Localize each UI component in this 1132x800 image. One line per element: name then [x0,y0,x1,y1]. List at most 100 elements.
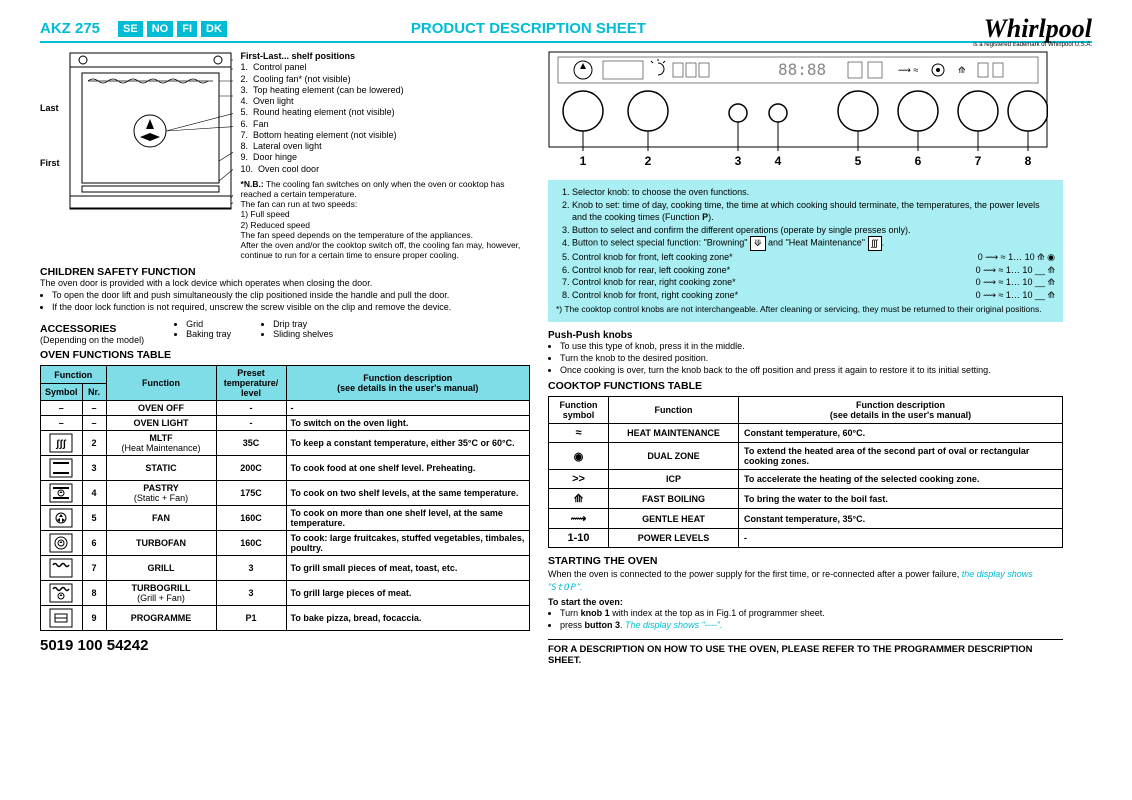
knob-guide-box: Selector knob: to choose the oven functi… [548,180,1063,322]
cyan-foot: *) The cooktop control knobs are not int… [556,304,1055,316]
cyan-6: Control knob for rear, left cooking zone… [572,264,1055,277]
part-item: 7. Bottom heating element (not visible) [241,130,530,141]
acc-title: ACCESSORIES [40,323,144,335]
oven-row: 3STATIC200CTo cook food at one shelf lev… [41,456,530,481]
th-fn: Function [41,366,107,384]
oven-row: ʃʃʃ2MLTF(Heat Maintenance)35CTo keep a c… [41,431,530,456]
model-number: AKZ 275 [40,20,100,37]
th-desc: Function description(see details in the … [286,366,529,401]
svg-text:ʃʃʃ: ʃʃʃ [55,439,67,450]
parts-list: First-Last... shelf positions 1. Control… [241,51,530,260]
svg-text:6: 6 [915,154,922,168]
safety-b1: To open the door lift and push simultane… [52,290,530,302]
start-b2: press button 3. The display shows "----"… [560,620,1063,632]
brand-sub: is a registered trademark of Whirlpool U… [973,42,1092,48]
cyan-7: Control knob for rear, right cooking zon… [572,276,1055,289]
svg-text:7: 7 [975,154,982,168]
cyan-8: Control knob for front, right cooking zo… [572,289,1055,302]
cooktop-row: 1-10POWER LEVELS- [549,529,1063,548]
header: AKZ 275 SE NO FI DK PRODUCT DESCRIPTION … [40,20,1092,43]
nb-s1: 1) Full speed [241,209,290,219]
lang-fi: FI [177,21,197,37]
push-title: Push-Push knobs [548,330,1063,341]
cooktop-row: ≈HEAT MAINTENANCEConstant temperature, 6… [549,424,1063,443]
svg-text:8: 8 [1025,154,1032,168]
acc-sub: (Depending on the model) [40,335,144,345]
svg-text:⟿ ≈: ⟿ ≈ [898,65,918,75]
part-item: 10. Oven cool door [241,164,530,175]
svg-text:4: 4 [775,154,782,168]
cyan-1: Selector knob: to choose the oven functi… [572,186,1055,199]
label-first: First [40,158,60,168]
brand-logo: Whirlpool [984,14,1092,44]
doc-number: 5019 100 54242 [40,637,530,654]
lang-se: SE [118,21,143,37]
svg-text:5: 5 [855,154,862,168]
part-item: 2. Cooling fan* (not visible) [241,74,530,85]
push-b2: Turn the knob to the desired position. [560,353,1063,365]
svg-text:1: 1 [580,154,587,168]
ct-desc: Function description(see details in the … [739,397,1063,424]
svg-text:3: 3 [735,154,742,168]
part-item: 4. Oven light [241,96,530,107]
acc-c2-1: Sliding shelves [273,329,333,339]
cooktop-row: >>ICPTo accelerate the heating of the se… [549,470,1063,489]
th-fn2: Function [106,366,216,401]
oven-side-labels: Last First [40,51,60,260]
part-item: 9. Door hinge [241,152,530,163]
safety-title: CHILDREN SAFETY FUNCTION [40,266,530,278]
cyan-2: Knob to set: time of day, cooking time, … [572,199,1055,224]
oven-row: 7GRILL3To grill small pieces of meat, to… [41,556,530,581]
safety-b2: If the door lock function is not require… [52,302,530,314]
oven-row: 8TURBOGRILL(Grill + Fan)3To grill large … [41,581,530,606]
page-title: PRODUCT DESCRIPTION SHEET [411,20,646,37]
oven-functions-table: Function Function Preset temperature/ le… [40,365,530,631]
start-b1: Turn knob 1 with index at the top as in … [560,608,1063,620]
start-p1d: ". [577,582,583,592]
oven-row: 6TURBOFAN160CTo cook: large fruitcakes, … [41,531,530,556]
label-last: Last [40,103,60,113]
cyan-4: Button to select special function: "Brow… [572,236,1055,251]
nb-t2: The fan can run at two speeds: [241,199,358,209]
nb-label: *N.B.: [241,179,264,189]
acc-c2-0: Drip tray [273,319,333,329]
nb-t1: The cooling fan switches on only when th… [241,179,505,199]
push-b3: Once cooking is over, turn the knob back… [560,365,1063,377]
start-p1a: When the oven is connected to the power … [548,569,962,579]
part-item: 5. Round heating element (not visible) [241,107,530,118]
part-item: 1. Control panel [241,62,530,73]
lang-dk: DK [201,21,227,37]
ct-fn: Function [609,397,739,424]
safety-p: The oven door is provided with a lock de… [40,278,530,290]
part-item: 6. Fan [241,119,530,130]
start-title: STARTING THE OVEN [548,554,1063,568]
cooktop-title: COOKTOP FUNCTIONS TABLE [548,380,1063,392]
cooktop-row: ◉DUAL ZONETo extend the heated area of t… [549,443,1063,470]
acc-c1-0: Grid [186,319,231,329]
cyan-3: Button to select and confirm the differe… [572,224,1055,237]
ovenfn-title: OVEN FUNCTIONS TABLE [40,349,530,361]
part-item: 8. Lateral oven light [241,141,530,152]
nb-s2: 2) Reduced speed [241,220,310,230]
oven-diagram: 1 2 3 4 5 6 7 8 9 10 [68,51,233,211]
lang-no: NO [147,21,174,37]
cyan-5: Control knob for front, left cooking zon… [572,251,1055,264]
oven-row: ––OVEN OFF-- [41,401,530,416]
oven-row: 5FAN160CTo cook on more than one shelf l… [41,506,530,531]
oven-row: 9PROGRAMMEP1To bake pizza, bread, focacc… [41,606,530,631]
control-panel-diagram: 88:88 ⟿ ≈ ⟰ 1 2 3 4 5 6 7 8 [548,51,1048,171]
svg-text:2: 2 [645,154,652,168]
cooktop-table: Function symbol Function Function descri… [548,396,1063,548]
th-nr: Nr. [82,383,106,401]
nb-t3: The fan speed depends on the temperature… [241,230,474,240]
th-preset: Preset temperature/ level [216,366,286,401]
svg-text:⟰: ⟰ [958,65,966,75]
start-p1c: StOP [551,583,577,593]
oven-row: 4PASTRY(Static + Fan)175CTo cook on two … [41,481,530,506]
start-sub: To start the oven: [548,596,1063,608]
svg-text:88:88: 88:88 [778,60,826,79]
push-b1: To use this type of knob, press it in th… [560,341,1063,353]
cooktop-row: ⟰FAST BOILINGTo bring the water to the b… [549,489,1063,509]
nb-t4: After the oven and/or the cooktop switch… [241,240,521,260]
footer-note: FOR A DESCRIPTION ON HOW TO USE THE OVEN… [548,639,1063,666]
